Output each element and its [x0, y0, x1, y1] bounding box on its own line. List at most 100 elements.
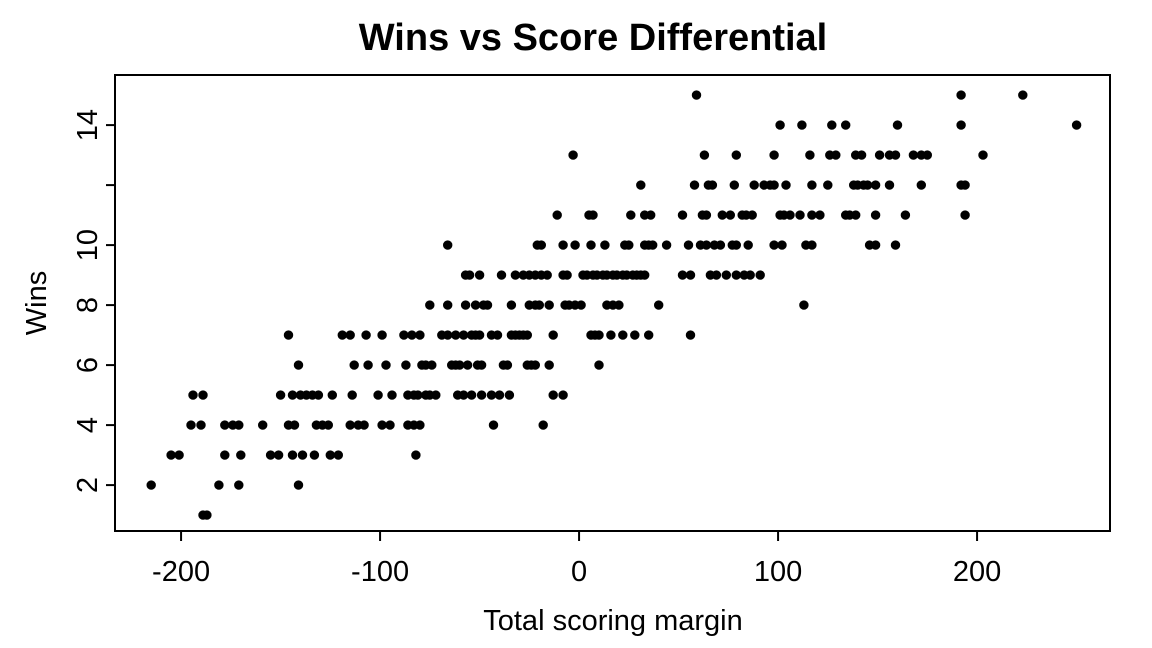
data-point [777, 240, 787, 250]
data-point [725, 210, 735, 220]
data-point [415, 420, 425, 430]
data-point [234, 480, 244, 490]
data-point [568, 150, 578, 160]
data-point [425, 300, 435, 310]
data-point [166, 450, 176, 460]
data-point [496, 270, 507, 280]
data-point [407, 330, 417, 340]
data-point [890, 150, 901, 160]
data-point [443, 240, 453, 250]
data-point [363, 360, 373, 370]
y-axis-label: Wins [21, 271, 53, 335]
data-point [234, 420, 244, 430]
data-point [795, 210, 805, 220]
data-point [731, 240, 741, 250]
data-point [562, 270, 572, 280]
data-point [677, 210, 688, 220]
data-point [462, 360, 473, 370]
data-point [476, 390, 487, 400]
data-point [807, 180, 817, 190]
data-point [749, 180, 759, 190]
data-point [361, 330, 371, 340]
data-point [313, 390, 324, 400]
data-point [275, 390, 286, 400]
data-point [273, 450, 284, 460]
data-point [323, 420, 333, 430]
data-point [862, 180, 873, 190]
data-point [548, 330, 558, 340]
data-point [287, 450, 298, 460]
data-point [900, 210, 911, 220]
data-point [805, 150, 815, 160]
data-point [691, 90, 702, 100]
data-point [769, 240, 779, 250]
data-point [654, 300, 664, 310]
data-point [413, 390, 423, 400]
data-point [799, 300, 809, 310]
data-point [978, 150, 988, 160]
data-point [745, 270, 755, 280]
data-point [685, 330, 696, 340]
data-point [377, 330, 387, 340]
data-point [699, 150, 710, 160]
data-point [538, 420, 548, 430]
x-tick-label: -100 [351, 556, 409, 588]
data-point [960, 180, 970, 190]
data-point [325, 450, 335, 460]
data-point [236, 450, 246, 460]
data-point [381, 360, 391, 370]
data-point [174, 450, 184, 460]
data-point [630, 330, 640, 340]
x-tick-label: 0 [571, 556, 587, 588]
x-axis-ticks: -200 -100 0 100 200 [152, 531, 1001, 588]
data-point [476, 360, 487, 370]
data-point [683, 240, 694, 250]
data-point [594, 330, 604, 340]
data-point [470, 300, 481, 310]
data-point [188, 390, 198, 400]
data-point [769, 150, 779, 160]
data-point [492, 330, 503, 340]
data-point [614, 300, 624, 310]
data-point [743, 240, 753, 250]
data-point [831, 150, 841, 160]
data-point [626, 210, 636, 220]
data-point [202, 510, 212, 520]
data-point [536, 240, 546, 250]
data-point [474, 270, 485, 280]
data-point [558, 390, 568, 400]
data-point [755, 270, 765, 280]
data-point [333, 450, 343, 460]
data-point [387, 390, 397, 400]
data-point [486, 390, 497, 400]
data-point [214, 480, 224, 490]
data-point [482, 300, 493, 310]
y-tick-label: 6 [72, 357, 104, 373]
data-point [544, 360, 554, 370]
data-point [558, 240, 568, 250]
data-point [522, 330, 532, 340]
data-point [293, 360, 304, 370]
data-point [797, 120, 807, 130]
data-point [297, 450, 308, 460]
data-point [916, 180, 926, 190]
data-point [552, 210, 562, 220]
data-point [265, 450, 276, 460]
data-point [884, 180, 895, 190]
data-point [908, 150, 919, 160]
data-point [451, 330, 461, 340]
data-point [870, 240, 881, 250]
data-point [956, 90, 966, 100]
data-point [646, 210, 656, 220]
x-tick-label: 200 [953, 556, 1001, 588]
x-axis-label: Total scoring margin [483, 605, 743, 637]
data-point [427, 360, 437, 370]
data-point [458, 390, 469, 400]
data-point [510, 270, 521, 280]
data-point [640, 270, 650, 280]
data-point [474, 330, 485, 340]
data-point [198, 390, 208, 400]
chart-title: Wins vs Score Differential [359, 17, 827, 59]
data-point [594, 360, 604, 370]
data-point [644, 330, 654, 340]
